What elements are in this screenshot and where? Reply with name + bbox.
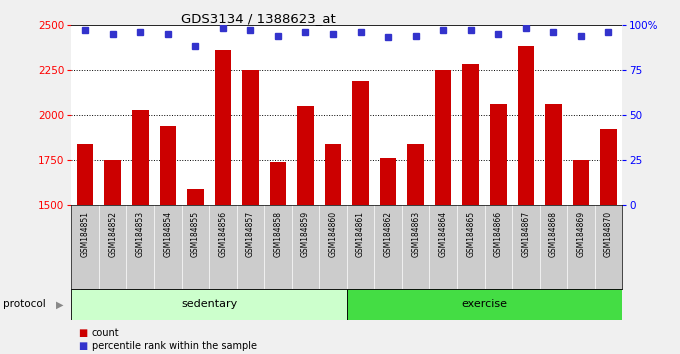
Text: GSM184853: GSM184853 <box>136 211 145 257</box>
Text: exercise: exercise <box>462 299 507 309</box>
Text: GSM184862: GSM184862 <box>384 211 392 257</box>
Text: GSM184868: GSM184868 <box>549 211 558 257</box>
Text: GSM184866: GSM184866 <box>494 211 503 257</box>
Text: GSM184867: GSM184867 <box>522 211 530 257</box>
Bar <box>490 104 507 205</box>
Bar <box>352 81 369 205</box>
Bar <box>573 160 589 205</box>
Bar <box>545 104 562 205</box>
Text: GSM184856: GSM184856 <box>218 211 227 257</box>
Text: GSM184865: GSM184865 <box>466 211 475 257</box>
Bar <box>435 70 452 205</box>
Bar <box>77 144 93 205</box>
Text: GSM184857: GSM184857 <box>246 211 255 257</box>
Text: sedentary: sedentary <box>181 299 237 309</box>
Bar <box>347 289 622 320</box>
Bar <box>71 289 347 320</box>
Text: GSM184852: GSM184852 <box>108 211 117 257</box>
Text: ▶: ▶ <box>56 299 64 309</box>
Bar <box>600 130 617 205</box>
Bar <box>215 50 231 205</box>
Text: GSM184851: GSM184851 <box>81 211 90 257</box>
Bar <box>187 189 203 205</box>
Text: GSM184861: GSM184861 <box>356 211 365 257</box>
Text: GSM184855: GSM184855 <box>191 211 200 257</box>
Bar <box>517 46 534 205</box>
Text: ■: ■ <box>78 341 88 351</box>
Text: GSM184864: GSM184864 <box>439 211 447 257</box>
Bar <box>132 110 148 205</box>
Bar <box>380 158 396 205</box>
Text: GSM184870: GSM184870 <box>604 211 613 257</box>
Bar <box>105 160 121 205</box>
Bar <box>325 144 341 205</box>
Text: protocol: protocol <box>3 299 46 309</box>
Text: percentile rank within the sample: percentile rank within the sample <box>92 341 257 351</box>
Text: GSM184860: GSM184860 <box>328 211 337 257</box>
Bar <box>242 70 258 205</box>
Text: GSM184859: GSM184859 <box>301 211 310 257</box>
Text: count: count <box>92 329 120 338</box>
Text: GSM184863: GSM184863 <box>411 211 420 257</box>
Text: GSM184869: GSM184869 <box>577 211 585 257</box>
Bar <box>270 162 286 205</box>
Text: GSM184858: GSM184858 <box>273 211 282 257</box>
Text: GSM184854: GSM184854 <box>163 211 172 257</box>
Bar <box>160 126 176 205</box>
Bar <box>297 106 313 205</box>
Bar <box>462 64 479 205</box>
Bar <box>407 144 424 205</box>
Text: ■: ■ <box>78 329 88 338</box>
Text: GDS3134 / 1388623_at: GDS3134 / 1388623_at <box>181 12 336 25</box>
